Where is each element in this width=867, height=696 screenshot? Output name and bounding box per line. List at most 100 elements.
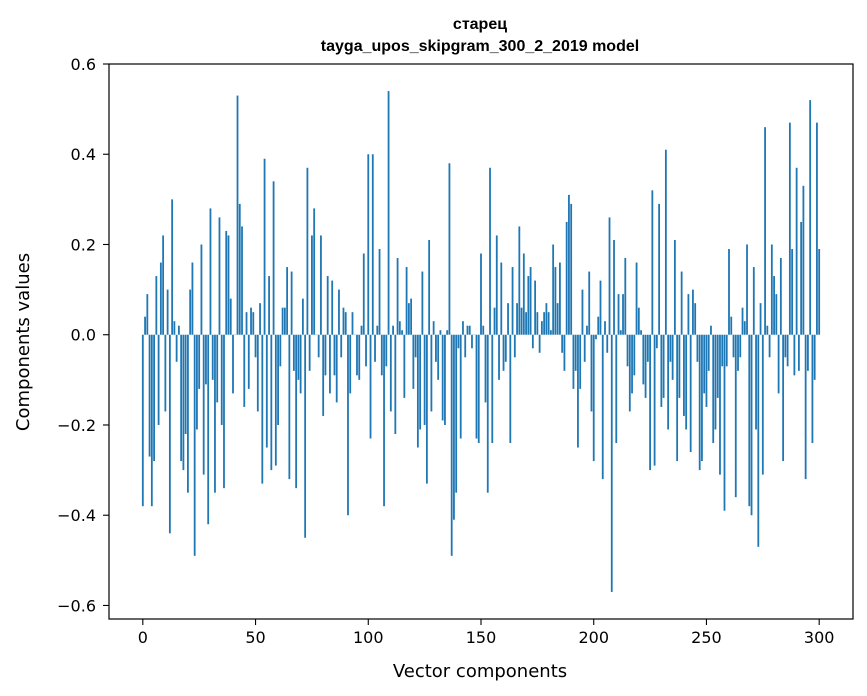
bar [617, 294, 620, 335]
bar [710, 325, 712, 335]
bar [719, 334, 721, 475]
chart-title-line2: tayga_upos_skipgram_300_2_2019 model [321, 38, 639, 55]
bar [516, 303, 518, 335]
bar [721, 334, 724, 367]
bar [552, 244, 555, 335]
bar [182, 334, 185, 471]
bar [380, 334, 383, 376]
bar [320, 235, 322, 335]
bar [746, 244, 748, 335]
bar [209, 208, 212, 335]
bar [250, 307, 252, 335]
bar [538, 334, 541, 353]
bar [606, 334, 609, 353]
bar [241, 226, 243, 335]
bar [227, 235, 230, 335]
bar [405, 267, 408, 335]
bar [148, 334, 151, 457]
bar [818, 249, 821, 335]
bar [770, 244, 773, 335]
bar [732, 334, 735, 358]
bar [362, 253, 365, 335]
bar [791, 249, 794, 335]
bar [795, 167, 798, 335]
bar [311, 235, 313, 335]
bar [150, 334, 153, 507]
bar [437, 334, 440, 380]
bar [507, 303, 509, 335]
bar [365, 334, 367, 367]
bar [680, 271, 683, 335]
x-tick-label: 200 [578, 628, 609, 647]
y-axis-label: Components values [13, 253, 34, 431]
bar [595, 334, 597, 340]
bar [299, 334, 302, 394]
bar [773, 276, 775, 335]
bar [723, 334, 726, 511]
bar [398, 321, 401, 335]
bar [265, 334, 268, 448]
bar [168, 334, 171, 534]
bar [748, 334, 751, 507]
bar [340, 334, 343, 358]
bar [694, 303, 697, 335]
y-tick-label: 0.6 [71, 55, 96, 74]
bars-group [141, 91, 821, 592]
bar [678, 334, 681, 398]
y-tick-label: −0.4 [57, 506, 96, 525]
bar [779, 258, 782, 335]
bar [529, 267, 532, 335]
bar [416, 334, 419, 448]
bar [588, 271, 591, 335]
bar [651, 190, 654, 335]
bar [295, 334, 298, 489]
bar [292, 334, 295, 371]
bar [159, 262, 162, 335]
bar [608, 217, 611, 335]
bar [153, 334, 155, 462]
bar [229, 298, 232, 335]
bar [531, 334, 534, 349]
bar [378, 249, 381, 335]
bar [687, 294, 690, 335]
x-tick-label: 50 [245, 628, 265, 647]
bar [419, 334, 422, 430]
bar [317, 334, 320, 358]
y-tick-label: 0.2 [71, 235, 96, 254]
bar [383, 334, 385, 507]
x-tick-label: 0 [138, 628, 148, 647]
bar [811, 334, 814, 444]
bar [601, 334, 604, 480]
bar [813, 334, 816, 380]
bar [653, 334, 656, 466]
x-axis-label: Vector components [393, 661, 567, 682]
bar [216, 334, 219, 403]
bar [392, 325, 394, 335]
bar [734, 334, 737, 498]
bar [534, 280, 537, 335]
bar [683, 334, 685, 416]
bar [252, 312, 255, 335]
bar [816, 122, 818, 335]
bar [247, 334, 250, 389]
bar [177, 325, 180, 335]
bar [459, 334, 462, 439]
bar [306, 167, 309, 335]
bar [385, 334, 388, 367]
bar [705, 334, 708, 407]
bar [144, 316, 146, 335]
bar [326, 276, 329, 335]
y-tick-label: 0.0 [71, 326, 96, 345]
bar [335, 334, 338, 403]
bar [644, 334, 647, 398]
bar [577, 334, 579, 448]
bar [157, 334, 160, 425]
bar [662, 334, 665, 398]
bar [374, 334, 376, 362]
bar [509, 334, 512, 444]
bar [223, 334, 225, 489]
bar [804, 334, 807, 480]
bar [757, 334, 760, 547]
bar [184, 334, 187, 434]
bar [527, 276, 530, 335]
